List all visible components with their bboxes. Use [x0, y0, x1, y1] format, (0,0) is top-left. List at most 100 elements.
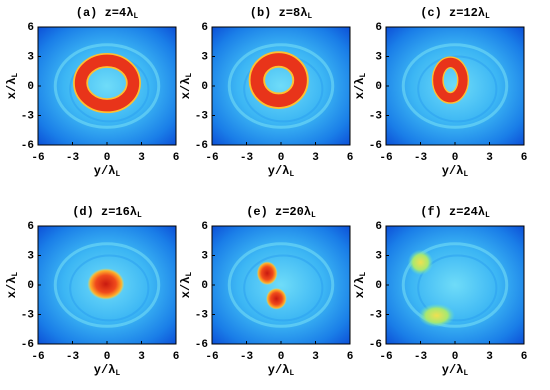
field-ripple — [227, 242, 335, 328]
label-text: (b) z=8λ — [250, 6, 308, 20]
label-subscript: L — [485, 12, 490, 21]
y-axis-label: x/λL — [179, 73, 194, 100]
x-tick-label: -3 — [240, 152, 254, 164]
label-text: (c) z=12λ — [420, 6, 485, 20]
x-axis-label: y/λL — [94, 363, 121, 378]
y-tick-label: -3 — [21, 309, 35, 321]
x-tick-label: 6 — [173, 152, 180, 164]
panel-title: (d) z=16λL — [72, 205, 142, 220]
y-tick-label: -6 — [21, 140, 34, 152]
x-tick-label: 3 — [312, 152, 319, 164]
y-tick-label: -3 — [369, 110, 383, 122]
label-text: (e) z=20λ — [246, 205, 311, 219]
label-subscript: L — [115, 369, 120, 378]
label-text: y/λ — [268, 363, 290, 377]
y-tick-label: 3 — [201, 250, 208, 262]
field-ripple — [53, 242, 161, 328]
panel-title: (a) z=4λL — [76, 6, 139, 21]
panel-title: (e) z=20λL — [246, 205, 316, 220]
y-tick-label: -6 — [369, 140, 382, 152]
x-axis-label: y/λL — [94, 164, 121, 179]
label-text: (f) z=24λ — [420, 205, 485, 219]
x-tick-label: 3 — [486, 351, 493, 363]
y-tick-label: 3 — [375, 51, 382, 63]
x-tick-label: -3 — [66, 152, 80, 164]
x-tick-label: 0 — [104, 351, 111, 363]
y-axis-label: x/λL — [353, 272, 368, 299]
hot-spot — [418, 303, 455, 328]
label-text: (d) z=16λ — [72, 205, 137, 219]
label-subscript: L — [11, 73, 20, 78]
label-subscript: L — [307, 12, 312, 21]
x-tick-label: 3 — [138, 152, 145, 164]
y-tick-label: -6 — [21, 339, 34, 351]
y-tick-label: 6 — [201, 221, 208, 233]
x-tick-label: -6 — [31, 351, 44, 363]
x-tick-label: -6 — [31, 152, 44, 164]
field-map — [212, 226, 350, 344]
x-tick-label: -3 — [66, 351, 80, 363]
y-tick-label: 0 — [375, 280, 382, 292]
label-text: x/λ — [353, 78, 367, 100]
label-subscript: L — [137, 211, 142, 220]
x-tick-label: 3 — [138, 351, 145, 363]
label-subscript: L — [185, 73, 194, 78]
y-tick-label: 6 — [375, 22, 382, 34]
x-tick-label: -3 — [414, 152, 428, 164]
y-tick-label: 6 — [201, 22, 208, 34]
label-subscript: L — [463, 369, 468, 378]
x-tick-label: 6 — [347, 152, 354, 164]
label-subscript: L — [463, 170, 468, 179]
label-subscript: L — [115, 170, 120, 179]
label-text: (a) z=4λ — [76, 6, 134, 20]
x-axis-label: y/λL — [442, 164, 469, 179]
x-tick-label: 6 — [173, 351, 180, 363]
y-tick-label: 0 — [27, 81, 34, 93]
x-tick-label: 0 — [278, 152, 285, 164]
label-subscript: L — [359, 73, 368, 78]
field-map — [38, 27, 176, 145]
label-text: x/λ — [353, 277, 367, 299]
x-tick-label: -3 — [240, 351, 254, 363]
x-axis-label: y/λL — [442, 363, 469, 378]
y-axis-label: x/λL — [5, 272, 20, 299]
x-tick-label: -6 — [379, 351, 392, 363]
y-axis-label: x/λL — [179, 272, 194, 299]
label-text: x/λ — [5, 78, 19, 100]
x-axis-label: y/λL — [268, 363, 295, 378]
y-tick-label: -6 — [195, 339, 208, 351]
label-text: x/λ — [5, 277, 19, 299]
hot-spot — [407, 249, 434, 276]
x-tick-label: 0 — [452, 152, 459, 164]
y-axis-label: x/λL — [353, 73, 368, 100]
x-tick-label: 0 — [278, 351, 285, 363]
hot-spot — [266, 287, 287, 310]
y-tick-label: 0 — [201, 81, 208, 93]
y-axis-label: x/λL — [5, 73, 20, 100]
panel-title: (f) z=24λL — [420, 205, 490, 220]
label-subscript: L — [11, 272, 20, 277]
y-tick-label: 3 — [201, 51, 208, 63]
y-tick-label: -6 — [369, 339, 382, 351]
x-axis-label: y/λL — [268, 164, 295, 179]
panel-title: (c) z=12λL — [420, 6, 490, 21]
label-text: x/λ — [179, 277, 193, 299]
field-ripple — [243, 254, 324, 322]
x-tick-label: -3 — [414, 351, 428, 363]
y-tick-label: -6 — [195, 140, 208, 152]
x-tick-label: -6 — [379, 152, 392, 164]
label-text: y/λ — [94, 164, 116, 178]
y-tick-label: 3 — [375, 250, 382, 262]
y-tick-label: 0 — [27, 280, 34, 292]
y-tick-label: 6 — [27, 22, 34, 34]
field-ripple — [401, 43, 509, 129]
y-tick-label: -3 — [21, 110, 35, 122]
x-tick-label: 0 — [452, 351, 459, 363]
hot-spot — [87, 268, 125, 300]
hot-ring — [250, 53, 307, 108]
field-map — [386, 226, 524, 344]
field-map — [212, 27, 350, 145]
field-ripple — [417, 55, 498, 123]
label-subscript: L — [133, 12, 138, 21]
